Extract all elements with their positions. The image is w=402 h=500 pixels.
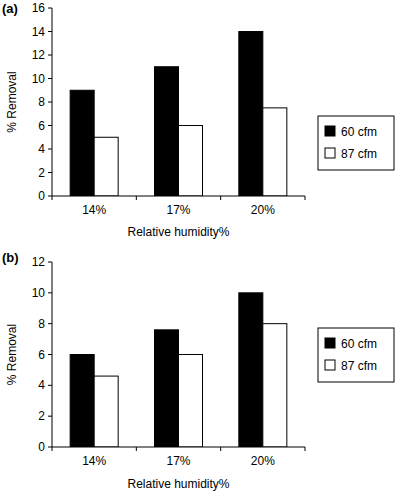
y-tick [48,78,52,79]
y-tick [48,416,52,417]
panel: (b) 0 2 4 6 8 10 12 14% 17% 20% Relative humidity%%… [2,250,394,491]
y-tick [48,172,52,173]
y-tick-label: 14 [32,25,46,39]
y-axis-label: % Removal [5,71,19,132]
legend-label: 87 cfm [341,147,377,161]
x-axis [52,447,305,448]
y-tick [48,447,52,448]
legend-label: 60 cfm [341,125,377,139]
x-tick [52,196,53,200]
x-tick [305,196,306,200]
y-tick-label: 4 [38,142,45,156]
y-tick [48,125,52,126]
legend-swatch [325,148,335,158]
panel-label: (a) [2,1,18,16]
bar [94,376,118,447]
y-tick [48,31,52,32]
y-tick-label: 6 [38,119,45,133]
y-tick-label: 6 [38,348,45,362]
y-tick-label: 12 [32,48,46,62]
x-tick-label: 14% [82,454,106,468]
legend: 60 cfm 87 cfm [318,328,394,382]
x-axis [52,196,305,197]
legend-label: 87 cfm [341,359,377,373]
y-tick-label: 8 [38,317,45,331]
bars [70,32,287,197]
legend: 60 cfm 87 cfm [318,116,394,170]
figure: (a) 0 2 4 6 8 10 12 14 16 14% 17% 20% Relative humidi… [0,0,402,500]
x-tick [305,447,306,451]
legend-box [318,328,394,382]
bar [239,293,263,447]
x-tick-label: 14% [82,203,106,217]
x-tick [220,196,221,200]
y-tick-label: 16 [32,1,46,15]
bar [155,330,179,447]
legend-box [318,116,394,170]
legend-swatch [325,126,335,136]
bar [263,108,287,196]
x-axis-label: Relative humidity% [127,225,229,239]
legend-swatch [325,338,335,348]
x-tick [220,447,221,451]
y-axis-label: % Removal [5,324,19,385]
panel: (a) 0 2 4 6 8 10 12 14 16 14% 17% 20% Relative humidi… [2,1,394,239]
y-tick-label: 2 [38,166,45,180]
y-tick [48,262,52,263]
x-tick-label: 20% [251,203,275,217]
y-tick-label: 12 [32,255,46,269]
y-tick-label: 2 [38,409,45,423]
legend-swatch [325,360,335,370]
x-axis-label: Relative humidity% [127,477,229,491]
bar [70,90,94,196]
y-tick [48,354,52,355]
bar [263,324,287,447]
y-tick-label: 0 [38,189,45,203]
x-tick-label: 20% [251,454,275,468]
y-tick-label: 10 [32,286,46,300]
panel-label: (b) [2,250,19,265]
bar [94,137,118,196]
y-tick [48,323,52,324]
y-tick [48,292,52,293]
y-tick-label: 10 [32,72,46,86]
bar [155,67,179,196]
y-tick-label: 0 [38,440,45,454]
bar [239,32,263,197]
bar [70,355,94,448]
y-tick-label: 8 [38,95,45,109]
y-tick [48,8,52,9]
x-tick-label: 17% [166,203,190,217]
y-tick-label: 4 [38,378,45,392]
y-tick [48,102,52,103]
bar [179,355,203,448]
y-tick [48,55,52,56]
y-tick [48,385,52,386]
x-tick [136,447,137,451]
y-tick [48,149,52,150]
y-tick [48,196,52,197]
x-tick [52,447,53,451]
x-tick-label: 17% [166,454,190,468]
bar [179,126,203,197]
bars [70,293,287,447]
x-tick [136,196,137,200]
legend-label: 60 cfm [341,337,377,351]
